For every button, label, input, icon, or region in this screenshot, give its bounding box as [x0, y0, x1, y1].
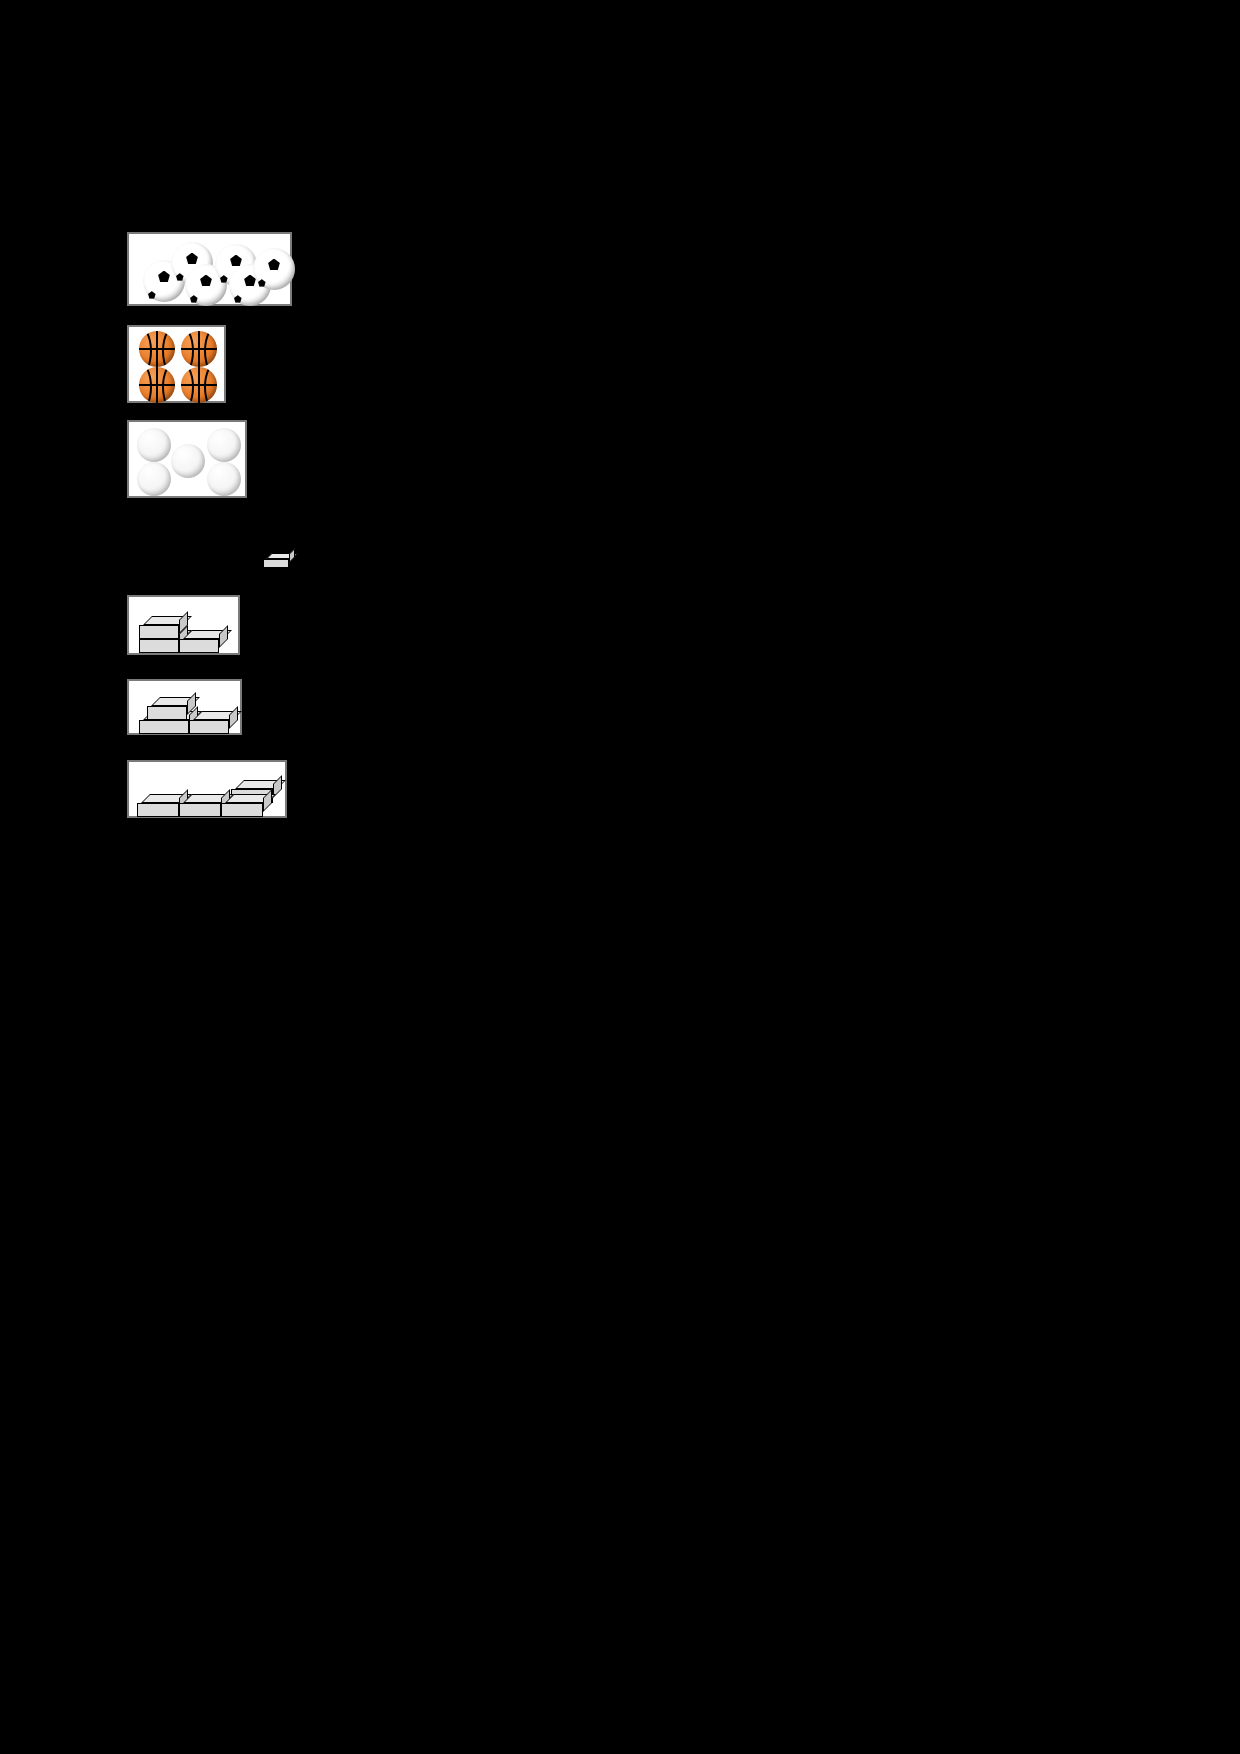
- bricks-box-b: [127, 679, 242, 735]
- golf-ball-icon: [137, 462, 171, 496]
- page-root: { "page": { "width": 1240, "height": 175…: [0, 0, 1240, 1754]
- golf-ball-icon: [207, 428, 241, 462]
- basketballs-box: [127, 325, 226, 403]
- brick-icon: [147, 697, 196, 720]
- brick-icon: [189, 711, 238, 734]
- basketball-icon: [181, 367, 217, 403]
- basketball-icon: [139, 367, 175, 403]
- golf-ball-icon: [207, 462, 241, 496]
- golf-ball-icon: [137, 428, 171, 462]
- brick-icon: [221, 794, 272, 817]
- single-brick-icon: [263, 551, 298, 568]
- bricks-box-c: [127, 760, 287, 818]
- basketball-icon: [139, 331, 175, 367]
- basketball-icon: [181, 331, 217, 367]
- golf-balls-box: [127, 420, 247, 498]
- bricks-box-a: [127, 595, 240, 655]
- soccer-balls-box: [127, 232, 292, 306]
- golf-ball-icon: [171, 444, 205, 478]
- brick-icon: [139, 616, 188, 639]
- soccer-ball-icon: [253, 248, 295, 290]
